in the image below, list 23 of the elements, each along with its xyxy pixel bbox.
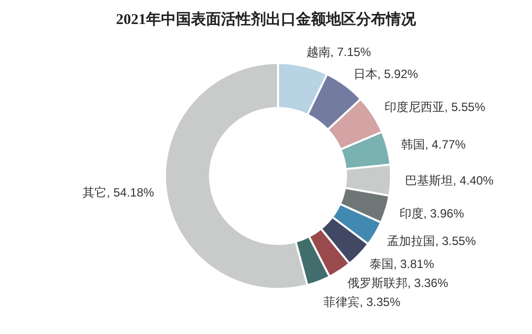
data-label: , 3.35% — [360, 295, 401, 310]
slice-label: 菲律宾 — [324, 295, 360, 310]
slice-label: 孟加拉国 — [387, 234, 436, 248]
slice-label: 泰国 — [369, 257, 394, 272]
data-label: , 3.36% — [407, 276, 448, 290]
slice-label: 印度 — [399, 206, 424, 220]
data-label: , 3.96% — [423, 206, 464, 220]
data-label: , 4.77% — [425, 137, 466, 152]
slice-label: 俄罗斯联邦 — [347, 276, 408, 290]
data-label: , 4.40% — [452, 174, 494, 188]
data-label: , 5.92% — [377, 66, 418, 81]
slice-label: 巴基斯坦 — [404, 174, 453, 188]
chart-title: 2021年中国表面活性剂出口金额地区分布情况 — [116, 10, 417, 28]
data-label: , 54.18% — [106, 186, 154, 200]
data-label: , 7.15% — [330, 45, 372, 60]
slice-label: 其它 — [82, 186, 107, 200]
data-label: , 3.55% — [435, 234, 476, 248]
data-label: , 3.81% — [393, 257, 434, 272]
slice-label: 日本 — [353, 66, 378, 81]
slice-label: 韩国 — [401, 137, 426, 152]
data-label: , 5.55% — [444, 100, 486, 114]
slice-label: 印度尼西亚 — [384, 100, 445, 114]
slice-label: 越南 — [306, 45, 330, 60]
